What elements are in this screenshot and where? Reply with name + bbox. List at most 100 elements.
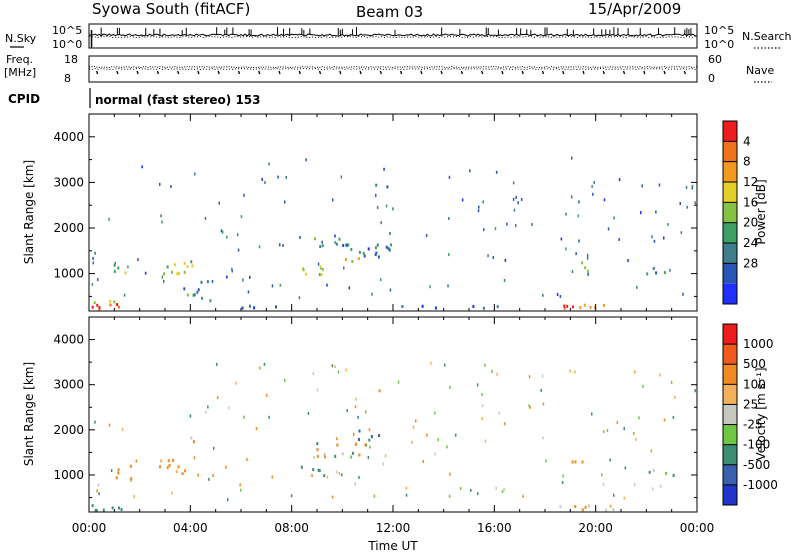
data-cell <box>319 265 322 269</box>
colorbar-tick-label: 1000 <box>743 337 774 351</box>
data-cell <box>587 272 589 276</box>
velocity-y-axis-label: Slant Range [km] <box>22 362 36 466</box>
data-cell <box>672 473 675 477</box>
data-cell <box>313 456 315 459</box>
freq-drop-mark <box>622 70 626 75</box>
data-cell <box>607 227 610 231</box>
data-cell <box>634 370 636 374</box>
data-cell <box>667 223 669 226</box>
data-cell <box>370 435 373 439</box>
data-cell <box>159 182 161 186</box>
data-cell <box>343 266 345 270</box>
data-cell <box>659 484 662 488</box>
data-cell <box>282 244 284 247</box>
data-cell <box>348 286 351 290</box>
data-cell <box>613 216 615 220</box>
data-cell <box>97 278 99 282</box>
freq-drop-mark <box>562 70 565 75</box>
data-cell <box>434 306 437 310</box>
data-cell <box>340 175 343 179</box>
data-cell <box>602 304 605 307</box>
data-cell <box>663 271 666 275</box>
data-cell <box>93 301 96 305</box>
data-cell <box>561 481 564 485</box>
data-cell <box>652 487 654 491</box>
data-cell <box>512 181 515 185</box>
freq-drop-mark <box>136 70 139 75</box>
data-cell <box>591 185 593 188</box>
data-cell <box>371 292 373 296</box>
data-cell <box>334 454 337 458</box>
data-cell <box>193 440 195 444</box>
data-cell <box>196 290 199 294</box>
data-cell <box>574 460 577 464</box>
data-cell <box>429 285 431 289</box>
data-cell <box>682 292 684 296</box>
data-cell <box>350 455 353 459</box>
data-cell <box>434 411 436 415</box>
data-cell <box>618 238 620 241</box>
data-cell <box>358 453 361 457</box>
colorbar-tick-label: 20 <box>743 216 758 230</box>
colorbar-tick-label: 16 <box>743 195 758 209</box>
data-cell <box>133 495 135 498</box>
data-cell <box>376 205 379 209</box>
data-cell <box>279 243 281 247</box>
data-cell <box>320 273 323 277</box>
data-cell <box>243 415 245 419</box>
nave-hi: 60 <box>708 53 722 66</box>
data-cell <box>658 183 661 187</box>
data-cell <box>571 156 573 160</box>
data-cell <box>496 305 499 309</box>
colorbar-tick-label: -25 <box>743 418 763 432</box>
data-cell <box>385 245 388 249</box>
data-cell <box>249 275 251 279</box>
data-cell <box>642 385 644 388</box>
data-cell <box>191 264 194 268</box>
data-cell <box>589 305 592 309</box>
data-cell <box>318 273 321 277</box>
data-cell <box>504 422 506 426</box>
nave-lo: 0 <box>708 72 715 85</box>
data-cell <box>623 496 626 500</box>
time-x-axis: 00:00 04:00 08:00 12:00 16:00 20:00 00:00 <box>72 317 714 535</box>
data-cell <box>362 251 365 255</box>
data-cell <box>426 433 428 437</box>
data-cell <box>326 475 329 479</box>
data-cell <box>448 494 451 498</box>
data-cell <box>242 278 244 282</box>
data-cell <box>624 466 627 470</box>
data-cell <box>587 504 590 508</box>
data-cell <box>351 260 354 263</box>
data-cell <box>401 305 404 308</box>
colorbar-segment <box>723 424 737 445</box>
data-cell <box>368 428 371 432</box>
data-cell <box>116 303 118 306</box>
data-cell <box>579 306 582 310</box>
nsky-trace <box>88 33 698 37</box>
data-cell <box>319 245 322 249</box>
data-cell <box>174 263 176 267</box>
data-cell <box>178 271 180 275</box>
data-cell <box>355 442 358 446</box>
data-cell <box>592 192 594 196</box>
colorbar-segment <box>723 324 737 345</box>
data-cell <box>346 409 348 413</box>
data-cell <box>113 269 116 273</box>
data-cell <box>495 170 498 174</box>
data-cell <box>563 306 566 310</box>
data-cell <box>556 293 559 296</box>
data-cell <box>694 389 696 393</box>
freq-drop-mark <box>460 70 464 75</box>
data-cell <box>638 416 640 420</box>
data-cell <box>98 306 101 310</box>
data-cell <box>586 253 589 257</box>
colorbar-tick-label: -100 <box>743 438 770 452</box>
data-cell <box>323 452 326 456</box>
data-cell <box>336 470 338 474</box>
data-cell <box>386 185 389 189</box>
data-cell <box>92 256 94 260</box>
data-cell <box>316 388 319 392</box>
data-cell <box>405 493 408 497</box>
data-cell <box>263 362 266 366</box>
